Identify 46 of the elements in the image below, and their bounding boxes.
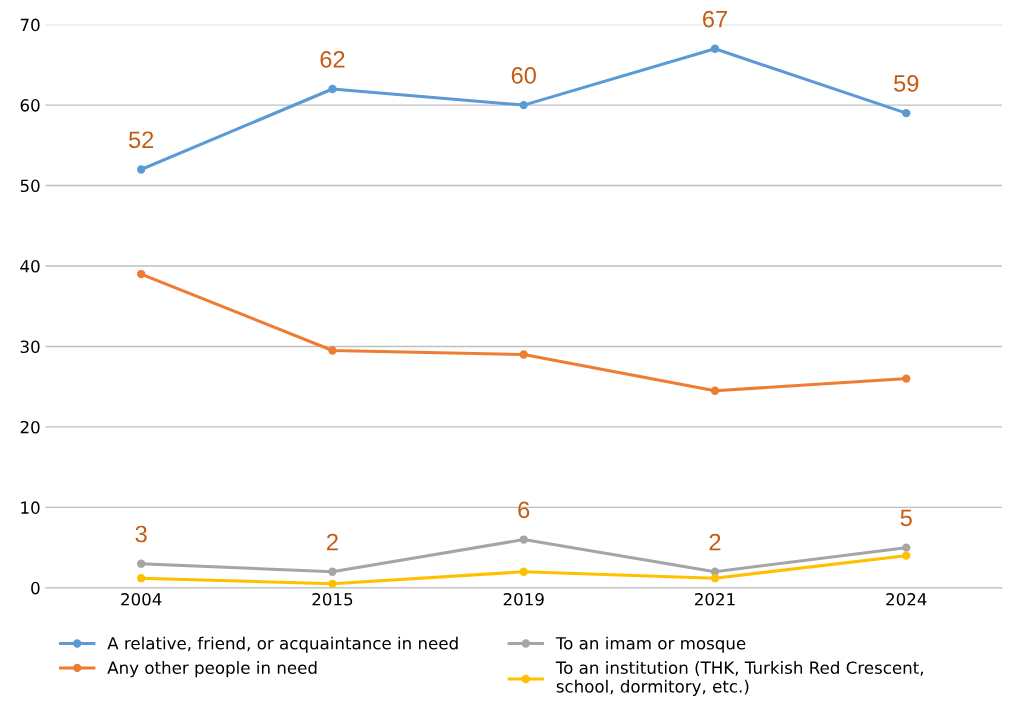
x-tick-label: 2015 [312, 593, 353, 606]
data-label: 52 [128, 131, 154, 149]
x-tick-label: 2019 [503, 593, 544, 606]
point [328, 84, 337, 94]
data-label: 3 [135, 525, 147, 543]
y-tick-label: 50 [20, 179, 40, 193]
point [328, 346, 337, 355]
y-tick-label: 30 [20, 340, 40, 354]
point [710, 386, 720, 395]
y-tick-label: 0 [31, 581, 40, 595]
point [902, 374, 911, 383]
legend-label: A relative, friend, or acquaintance in need [107, 636, 458, 653]
data-label: 62 [320, 50, 345, 68]
point [710, 574, 720, 583]
data-label: 6 [518, 501, 530, 519]
point [328, 579, 337, 588]
point [902, 543, 911, 552]
point [137, 574, 146, 583]
point [710, 44, 720, 53]
point [137, 269, 146, 279]
point [519, 100, 528, 110]
point [519, 567, 528, 576]
point [137, 165, 146, 174]
y-tick-label: 20 [20, 420, 40, 434]
y-tick-label: 40 [20, 259, 40, 273]
legend-label: To an imam or mosque [555, 636, 746, 653]
point [137, 559, 146, 568]
data-label: 59 [894, 75, 919, 92]
point [902, 551, 911, 560]
data-label: 2 [709, 533, 721, 551]
data-label: 60 [511, 67, 536, 84]
point [328, 567, 337, 576]
x-tick-label: 2004 [121, 593, 162, 606]
point [519, 350, 528, 359]
x-tick-label: 2024 [886, 593, 927, 606]
y-tick-label: 10 [21, 501, 40, 514]
legend-label: Any other people in need [107, 661, 317, 678]
y-tick-label: 60 [20, 99, 40, 112]
data-label: 5 [900, 509, 912, 527]
x-tick-label: 2021 [694, 593, 735, 606]
point [902, 108, 911, 118]
legend-label: To an institution (THK, Turkish Red Crescent, school, dormitory, etc.) [555, 661, 923, 696]
data-label: 67 [703, 10, 727, 28]
point [519, 535, 528, 544]
y-tick-label: 70 [20, 18, 40, 32]
data-label: 2 [327, 533, 338, 551]
